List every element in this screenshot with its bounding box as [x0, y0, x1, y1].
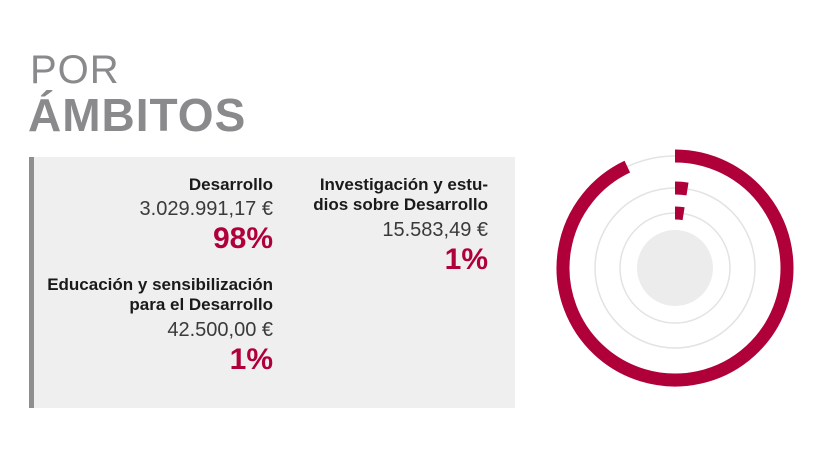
legend-panel: [29, 157, 515, 408]
ring-bar-2: [674, 206, 685, 221]
category-name-line: para el Desarrollo: [129, 295, 273, 315]
ring-bar-1: [674, 181, 689, 196]
category-percent: 98%: [212, 222, 273, 256]
category-amount: 42.500,00 €: [167, 318, 273, 341]
panel-accent-bar: [29, 157, 34, 408]
title-line-2: ÁMBITOS: [28, 89, 247, 141]
category-name: Investigación y estu- dios sobre Desarro…: [278, 175, 488, 216]
category-name: Desarrollo: [33, 175, 273, 195]
category-percent: 1%: [229, 342, 273, 376]
center-disc: [637, 230, 713, 306]
ring-bar-0: [556, 149, 794, 387]
category-percent: 1%: [444, 242, 488, 276]
title-line-1: POR: [30, 48, 120, 92]
category-amount: 3.029.991,17 €: [139, 198, 273, 221]
category-investigacion: Investigación y estu- dios sobre Desarro…: [278, 175, 488, 278]
category-amount: 15.583,49 €: [382, 218, 488, 241]
radial-bar-chart: [556, 149, 794, 387]
category-desarrollo: Desarrollo 3.029.991,17 € 98%: [33, 175, 273, 257]
category-name-line: Desarrollo: [188, 175, 273, 194]
category-name-line: Educación y sensibilización: [47, 275, 273, 294]
category-name-line: Investigación y estu-: [319, 175, 488, 194]
category-name: Educación y sensibilización para el Desa…: [33, 275, 273, 316]
category-name-line: dios sobre Desarrollo: [313, 195, 488, 215]
category-educacion: Educación y sensibilización para el Desa…: [33, 275, 273, 378]
